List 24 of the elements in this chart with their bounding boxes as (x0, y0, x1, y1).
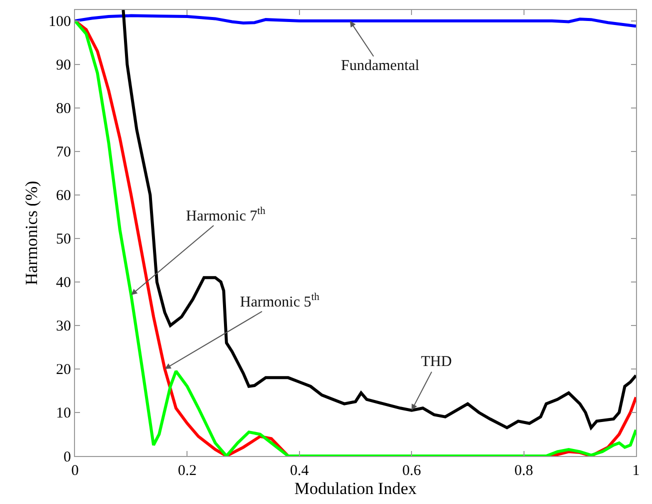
annotation: Fundamental (341, 58, 420, 74)
y-tick-label: 60 (56, 188, 71, 204)
y-tick-label: 30 (56, 318, 71, 335)
line-series (122, 10, 636, 430)
x-tick-label: 0.2 (178, 463, 197, 479)
y-tick-label: 40 (56, 275, 71, 292)
y-tick-label: 70 (56, 144, 71, 161)
y-tick-label: 50 (56, 232, 71, 248)
line-series (75, 14, 636, 28)
y-tick-label: 100 (48, 14, 71, 30)
y-tick-label: 80 (56, 101, 71, 118)
x-axis-title: Modulation Index (294, 479, 418, 498)
x-tick-label: 0.4 (290, 463, 310, 479)
x-tick-label: 0.6 (402, 463, 422, 479)
y-tick-label: 10 (56, 406, 71, 422)
y-tick-label: 0 (64, 449, 71, 466)
annotation: Harmonic 7$^{th}$ (186, 206, 266, 224)
y-axis-title: Harmonics (%) (22, 180, 42, 286)
annotation: THD (421, 354, 452, 370)
x-tick-label: 1 (632, 463, 640, 479)
x-tick-label: 0.8 (514, 463, 534, 479)
y-tick-label: 90 (56, 58, 71, 74)
annotation: Harmonic 5$^{th}$ (240, 292, 320, 310)
y-tick-label: 20 (56, 362, 71, 378)
